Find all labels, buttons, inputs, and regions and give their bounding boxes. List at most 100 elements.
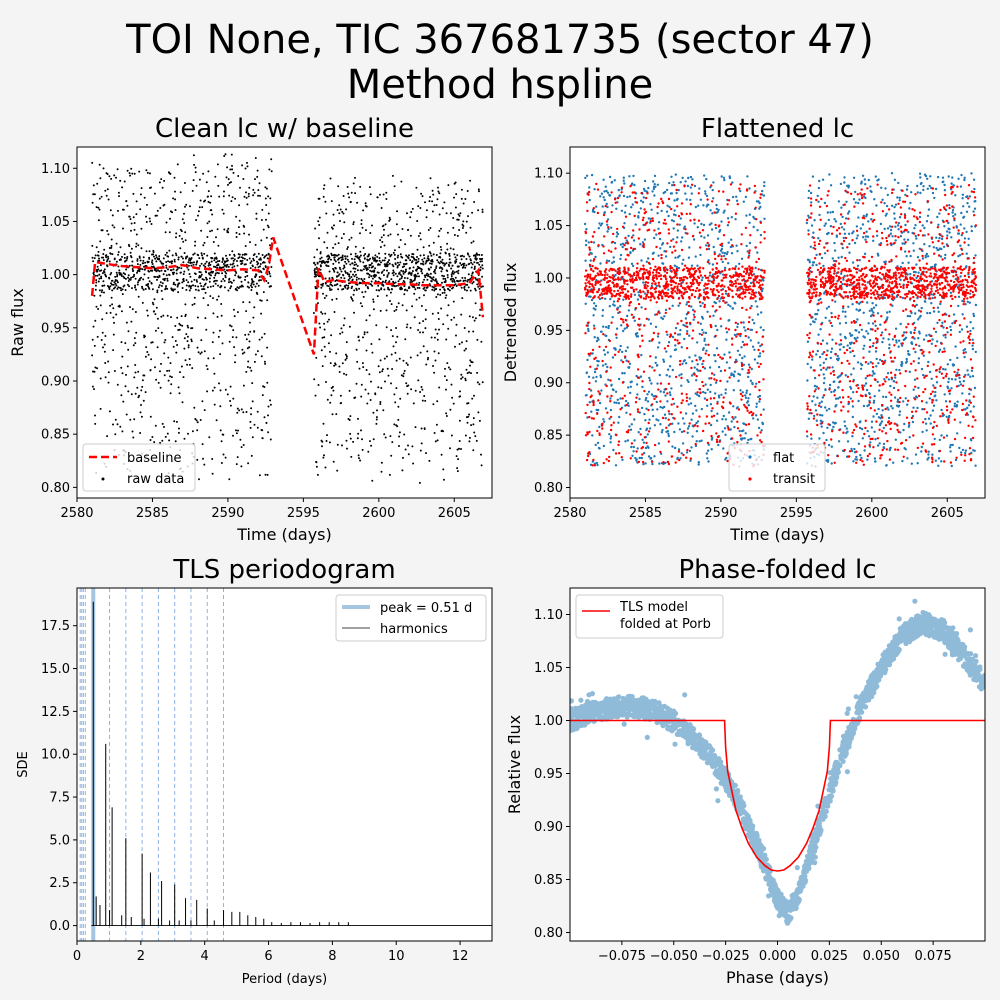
panel-clean: Clean lc w/ baseline Time (days) Raw flux 2… <box>8 114 493 544</box>
y-tick-label: 17.5 <box>41 619 70 634</box>
x-tick-label: 2580 <box>553 506 586 521</box>
y-axis-label: Detrended flux <box>501 263 520 383</box>
y-tick-label: 1.05 <box>534 219 563 234</box>
axes-frame <box>569 587 986 942</box>
y-tick-label: 1.05 <box>41 215 70 230</box>
y-tick-label: 0.80 <box>534 481 563 496</box>
legend-box <box>575 594 724 639</box>
legend-model-label-line1: TLS model <box>619 600 688 615</box>
axes-frame <box>76 587 493 942</box>
x-tick-label: 4 <box>201 949 209 964</box>
y-tick-label: 0.95 <box>534 767 563 782</box>
y-tick-label: 7.5 <box>49 791 70 806</box>
x-tick-label: 0 <box>73 949 81 964</box>
y-tick-label: 1.10 <box>534 167 563 182</box>
legend-baseline-label: baseline <box>127 451 181 466</box>
x-tick-label: 2590 <box>211 506 244 521</box>
folded-data-points <box>570 598 985 926</box>
y-tick-label: 0.85 <box>534 873 563 888</box>
x-axis-label: Period (days) <box>242 972 328 987</box>
panel-title: Clean lc w/ baseline <box>155 114 414 144</box>
x-tick-label: 2595 <box>780 506 813 521</box>
y-tick-label: 1.10 <box>41 162 70 177</box>
legend-raw-label: raw data <box>127 472 184 487</box>
legend: baseline raw data <box>82 443 196 492</box>
x-tick-label: 8 <box>328 949 336 964</box>
x-tick-label: 2585 <box>136 506 169 521</box>
flat-points <box>583 171 978 468</box>
x-tick-label: 0.075 <box>915 949 952 964</box>
y-tick-label: 2.5 <box>49 876 70 891</box>
legend-flat-swatch <box>748 455 752 459</box>
x-axis-label: Time (days) <box>236 525 332 544</box>
x-tick-label: 2590 <box>704 506 737 521</box>
y-tick-label: 1.10 <box>534 608 563 623</box>
y-tick-label: 0.95 <box>41 321 70 336</box>
y-tick-label: 1.00 <box>41 268 70 283</box>
x-tick-label: 2595 <box>287 506 320 521</box>
axis-ticks: 2580 2585 2590 2595 2600 2605 0.80 0.85 0.90 0.95… <box>41 162 471 521</box>
tls-model-line <box>570 719 985 872</box>
baseline-line <box>90 236 485 355</box>
legend: TLS model folded at Porb <box>575 594 724 639</box>
plot-marks <box>90 153 485 484</box>
y-tick-label: 12.5 <box>41 705 70 720</box>
y-tick-label: 0.85 <box>41 428 70 443</box>
plot-marks <box>583 171 978 468</box>
x-tick-label: 0.025 <box>811 949 848 964</box>
legend-transit-label: transit <box>773 472 815 487</box>
y-tick-label: 0.90 <box>534 376 563 391</box>
panel-title: Flattened lc <box>701 114 854 144</box>
y-tick-label: 0.85 <box>534 429 563 444</box>
y-tick-label: 0.95 <box>534 324 563 339</box>
x-tick-label: 2605 <box>931 506 964 521</box>
y-tick-label: 0.0 <box>49 919 70 934</box>
legend-harmonics-label: harmonics <box>380 622 448 637</box>
legend: flat transit <box>728 443 826 492</box>
panel-title: Phase-folded lc <box>678 555 876 585</box>
x-axis-label: Time (days) <box>729 525 825 544</box>
y-tick-label: 0.90 <box>534 820 563 835</box>
legend-box <box>335 594 487 642</box>
y-tick-label: 1.05 <box>534 661 563 676</box>
x-tick-label: 2600 <box>855 506 888 521</box>
y-tick-label: 0.90 <box>41 375 70 390</box>
y-tick-label: 0.80 <box>41 481 70 496</box>
axis-ticks: 0 2 4 6 8 10 12 0.0 2.5 5.0 7.5 10.0 12.5 15.0 17.5 <box>41 619 468 964</box>
x-tick-label: 2 <box>137 949 145 964</box>
plot-area <box>570 147 985 498</box>
panel-tls: TLS periodogram Period (days) SDE 0 2 4 6 8 10 12… <box>16 555 493 987</box>
axis-ticks: 2580 2585 2590 2595 2600 2605 0.80 0.85 0.90 0.95… <box>534 167 964 521</box>
y-tick-label: 0.80 <box>534 926 563 941</box>
y-axis-label: Raw flux <box>8 288 27 356</box>
legend-transit-swatch <box>748 477 752 481</box>
axes-frame <box>76 146 493 499</box>
subplot-grid: Clean lc w/ baseline Time (days) Raw flux 2… <box>8 114 986 987</box>
x-tick-label: 0.000 <box>759 949 796 964</box>
x-tick-label: 12 <box>452 949 469 964</box>
legend-peak-label: peak = 0.51 d <box>380 601 472 616</box>
legend: peak = 0.51 d harmonics <box>335 594 487 642</box>
y-tick-label: 1.00 <box>534 714 563 729</box>
panel-title: TLS periodogram <box>172 555 395 585</box>
plot-area <box>77 588 492 941</box>
x-tick-label: 6 <box>264 949 272 964</box>
panel-flat: Flattened lc Time (days) Detrended flux 258… <box>501 114 986 544</box>
x-tick-label: −0.050 <box>650 949 698 964</box>
legend-model-label-line2: folded at Porb <box>620 617 711 632</box>
plot-area <box>77 147 492 498</box>
x-tick-label: 2605 <box>438 506 471 521</box>
x-tick-label: 2600 <box>362 506 395 521</box>
legend-box <box>728 443 826 492</box>
x-tick-label: −0.025 <box>702 949 750 964</box>
legend-box <box>82 443 196 492</box>
y-tick-label: 1.00 <box>534 271 563 286</box>
y-axis-label: SDE <box>16 751 31 777</box>
legend-flat-label: flat <box>773 451 794 466</box>
y-tick-label: 15.0 <box>41 662 70 677</box>
x-tick-label: −0.075 <box>598 949 646 964</box>
figure-title-line2: Method hspline <box>347 62 654 108</box>
x-tick-label: 2585 <box>629 506 662 521</box>
legend-raw-swatch <box>101 477 105 481</box>
x-tick-label: 2580 <box>60 506 93 521</box>
